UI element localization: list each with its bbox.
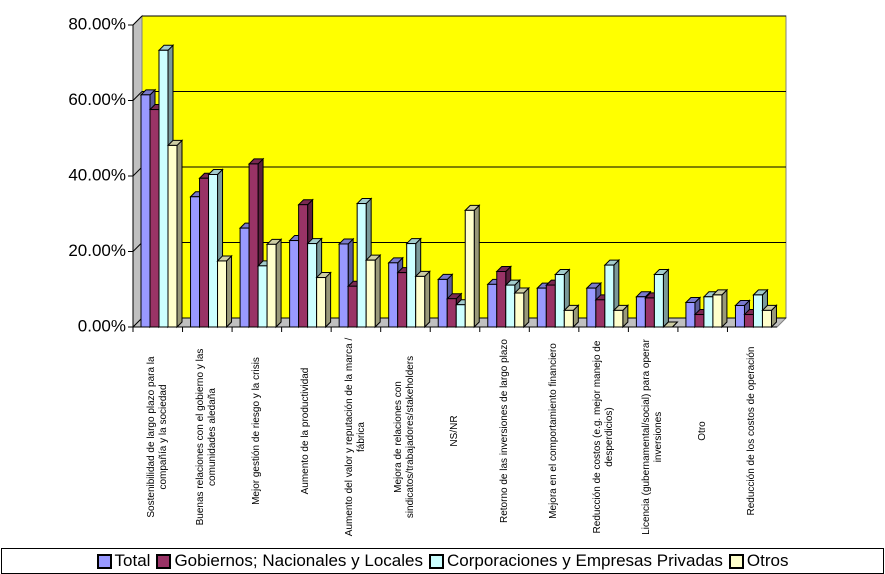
x-tick-label: Reducción de los costos de operación	[746, 346, 758, 516]
legend-item: Otros	[728, 551, 789, 571]
bar	[190, 196, 201, 328]
bar	[613, 309, 624, 328]
bar	[761, 309, 772, 328]
bar	[496, 271, 507, 328]
x-tick-label: Mejor gestión de riesgo y la crisis	[250, 357, 262, 505]
bar	[208, 173, 219, 328]
bar	[455, 304, 466, 328]
legend-label: Corporaciones y Empresas Privadas	[446, 551, 723, 570]
legend-item: Total	[96, 551, 151, 571]
x-tick-label: Mejora en el comportamiento financiero	[548, 343, 560, 519]
bar-side	[473, 204, 480, 329]
x-tick-label: Mejora de relaciones con sindicatos/trab…	[393, 355, 417, 519]
x-tick-label: Retorno de las inversiones de largo plaz…	[498, 339, 510, 523]
bar	[487, 283, 498, 328]
bar-side	[523, 286, 530, 329]
bar-side	[424, 270, 431, 329]
bar	[158, 49, 169, 328]
bar-side	[226, 254, 233, 329]
bar-side	[275, 238, 282, 329]
grid-line-side	[132, 15, 143, 26]
legend-item: Gobiernos; Nacionales y Locales	[156, 551, 423, 571]
bar-side	[176, 139, 183, 329]
bar	[694, 314, 705, 328]
bar	[464, 209, 475, 328]
legend-swatch	[728, 553, 744, 569]
bar	[415, 275, 426, 328]
bar-side	[662, 268, 669, 329]
bar	[397, 272, 408, 328]
legend-label: Total	[114, 551, 151, 570]
bar	[217, 260, 228, 328]
bar	[703, 296, 714, 328]
bar	[140, 94, 151, 328]
y-tick-label: 0.00%	[78, 316, 126, 335]
bar	[734, 304, 745, 328]
bar	[388, 262, 399, 328]
grid-line-side	[132, 91, 143, 101]
bar	[653, 274, 664, 328]
bar	[257, 265, 268, 328]
y-tick-label: 80.00%	[68, 14, 126, 33]
legend-label: Otros	[746, 551, 789, 570]
legend-swatch	[156, 553, 172, 569]
x-tick-label: Otro	[696, 421, 708, 441]
x-tick-label: Buenas relaciones con el gobierno y las …	[195, 348, 219, 526]
legend-item: Corporaciones y Empresas Privadas	[428, 551, 723, 571]
bar	[752, 294, 763, 328]
bar	[239, 227, 250, 328]
bar	[685, 301, 696, 328]
bar	[307, 243, 318, 328]
bar	[406, 243, 417, 328]
x-tick-label: Aumento de la productividad	[300, 367, 312, 495]
chart: 0.00% 20.00% 40.00% 60.00% 80.00%	[68, 14, 788, 335]
bar	[743, 314, 754, 328]
bar	[149, 109, 160, 328]
bar	[712, 294, 723, 328]
bar	[356, 203, 367, 328]
bar	[586, 287, 597, 328]
bar	[595, 299, 606, 328]
bar	[563, 309, 574, 328]
bar	[536, 287, 547, 328]
bar	[554, 274, 565, 328]
legend-label: Gobiernos; Nacionales y Locales	[174, 551, 423, 570]
bar	[365, 259, 376, 328]
x-tick-label: Aumento del valor y reputación de la mar…	[343, 337, 367, 537]
bar	[545, 284, 556, 328]
bar	[248, 163, 259, 328]
bar-side	[325, 271, 332, 329]
bar	[298, 204, 309, 328]
bar	[635, 296, 646, 328]
bar-side	[374, 253, 381, 329]
x-tick-label: Reducción de costos (e.g. mejor manejo d…	[591, 340, 615, 534]
y-tick-label: 40.00%	[68, 165, 126, 184]
bar	[437, 278, 448, 328]
bar	[446, 298, 457, 328]
x-tick-label: Sostenibilidad de largo plazo para la co…	[145, 356, 169, 518]
bar-side	[721, 288, 728, 329]
bar	[505, 284, 516, 328]
y-tick-label: 60.00%	[68, 90, 126, 109]
legend-swatch	[96, 553, 112, 569]
bar	[338, 243, 349, 328]
bar	[644, 297, 655, 328]
x-tick-label: Licencia (gubernamental/social) para ope…	[641, 339, 665, 535]
y-tick-label: 20.00%	[68, 241, 126, 260]
bar	[604, 264, 615, 328]
bar	[514, 292, 525, 328]
x-tick-label: NS/NR	[449, 415, 460, 447]
legend-swatch	[428, 553, 444, 569]
bar	[266, 243, 277, 328]
bar	[289, 240, 300, 328]
legend: Total Gobiernos; Nacionales y Locales Corp…	[1, 548, 884, 574]
bar	[167, 144, 178, 328]
bar-top	[662, 321, 679, 328]
bar	[347, 285, 358, 328]
bar	[199, 177, 210, 328]
bar	[316, 277, 327, 328]
